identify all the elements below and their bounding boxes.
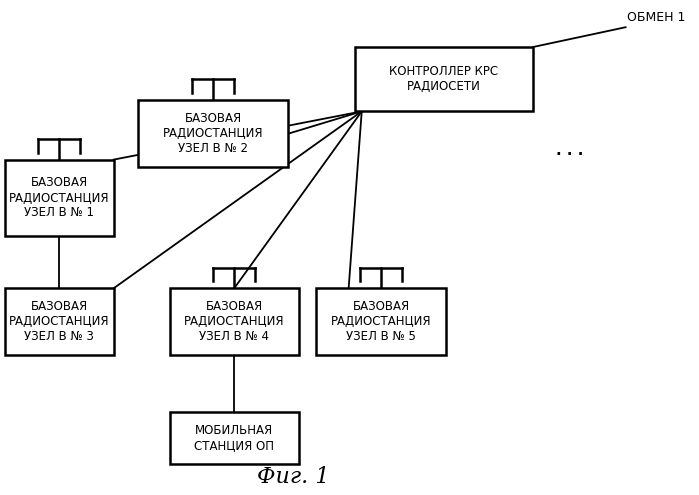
Bar — [316, 288, 446, 355]
Bar — [6, 159, 113, 237]
Bar — [355, 47, 533, 111]
Text: БАЗОВАЯ
РАДИОСТАНЦИЯ
УЗЕЛ В № 1: БАЗОВАЯ РАДИОСТАНЦИЯ УЗЕЛ В № 1 — [9, 177, 110, 219]
Text: ОБМЕН 1: ОБМЕН 1 — [626, 11, 685, 24]
Text: БАЗОВАЯ
РАДИОСТАНЦИЯ
УЗЕЛ В № 2: БАЗОВАЯ РАДИОСТАНЦИЯ УЗЕЛ В № 2 — [163, 112, 264, 155]
Text: . . .: . . . — [556, 144, 584, 158]
Bar — [138, 100, 288, 167]
Bar — [6, 288, 113, 355]
Text: Фиг. 1: Фиг. 1 — [257, 466, 330, 488]
Text: КОНТРОЛЛЕР КРС
РАДИОСЕТИ: КОНТРОЛЛЕР КРС РАДИОСЕТИ — [389, 65, 498, 93]
Text: БАЗОВАЯ
РАДИОСТАНЦИЯ
УЗЕЛ В № 3: БАЗОВАЯ РАДИОСТАНЦИЯ УЗЕЛ В № 3 — [9, 300, 110, 343]
Text: МОБИЛЬНАЯ
СТАНЦИЯ ОП: МОБИЛЬНАЯ СТАНЦИЯ ОП — [194, 424, 274, 452]
Bar — [170, 288, 299, 355]
Text: БАЗОВАЯ
РАДИОСТАНЦИЯ
УЗЕЛ В № 5: БАЗОВАЯ РАДИОСТАНЦИЯ УЗЕЛ В № 5 — [331, 300, 431, 343]
Text: БАЗОВАЯ
РАДИОСТАНЦИЯ
УЗЕЛ В № 4: БАЗОВАЯ РАДИОСТАНЦИЯ УЗЕЛ В № 4 — [184, 300, 284, 343]
Bar — [170, 412, 299, 464]
